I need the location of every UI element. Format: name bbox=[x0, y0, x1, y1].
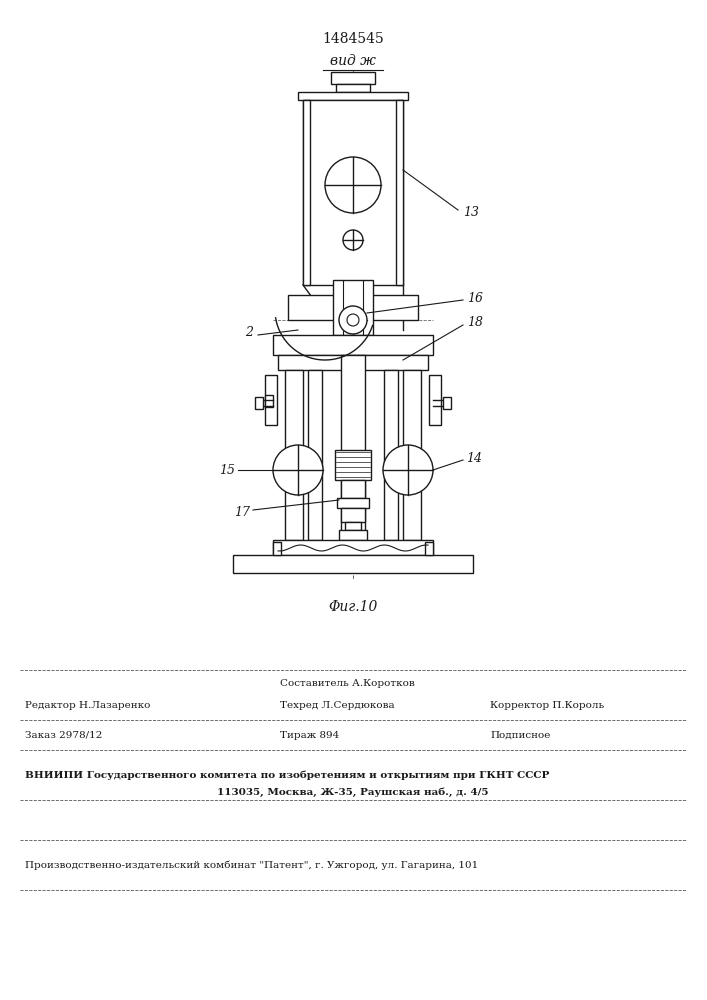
Text: Тираж 894: Тираж 894 bbox=[280, 730, 339, 740]
Text: Подписное: Подписное bbox=[490, 730, 550, 740]
Text: 17: 17 bbox=[234, 506, 250, 518]
Circle shape bbox=[383, 445, 433, 495]
Text: 1484545: 1484545 bbox=[322, 32, 384, 46]
Text: Производственно-издательский комбинат "Патент", г. Ужгород, ул. Гагарина, 101: Производственно-издательский комбинат "П… bbox=[25, 860, 478, 870]
Text: Корректор П.Король: Корректор П.Король bbox=[490, 700, 604, 710]
Bar bbox=[429, 375, 441, 425]
Bar bbox=[384, 370, 398, 540]
Bar bbox=[403, 370, 421, 540]
Bar bbox=[345, 522, 361, 530]
Bar bbox=[425, 542, 433, 555]
Text: 14: 14 bbox=[466, 452, 482, 464]
Text: вид ж: вид ж bbox=[330, 54, 376, 68]
Bar bbox=[396, 100, 403, 285]
Bar bbox=[339, 530, 367, 540]
Bar bbox=[273, 540, 433, 555]
Bar bbox=[308, 370, 322, 540]
Bar bbox=[337, 498, 369, 508]
Text: Редактор Н.Лазаренко: Редактор Н.Лазаренко bbox=[25, 700, 151, 710]
Circle shape bbox=[343, 230, 363, 250]
Bar bbox=[333, 280, 373, 335]
Bar bbox=[331, 72, 375, 84]
Text: 16: 16 bbox=[467, 292, 483, 304]
Bar bbox=[341, 480, 365, 498]
Text: 15: 15 bbox=[219, 464, 235, 477]
Bar bbox=[288, 295, 418, 320]
Circle shape bbox=[347, 314, 359, 326]
Text: Заказ 2978/12: Заказ 2978/12 bbox=[25, 730, 103, 740]
Bar bbox=[303, 100, 403, 285]
Text: Φиг.10: Φиг.10 bbox=[328, 600, 378, 614]
Bar bbox=[335, 450, 371, 480]
Text: 2: 2 bbox=[245, 326, 253, 340]
Bar bbox=[341, 355, 365, 540]
Circle shape bbox=[273, 445, 323, 495]
Circle shape bbox=[339, 306, 367, 334]
Text: Составитель А.Коротков: Составитель А.Коротков bbox=[280, 680, 415, 688]
Text: Техред Л.Сердюкова: Техред Л.Сердюкова bbox=[280, 700, 395, 710]
Text: ВНИИПИ Государственного комитета по изобретениям и открытиям при ГКНТ СССР: ВНИИПИ Государственного комитета по изоб… bbox=[25, 770, 549, 780]
Bar bbox=[265, 395, 273, 407]
Bar bbox=[298, 92, 408, 100]
Bar bbox=[233, 555, 473, 573]
Bar bbox=[303, 100, 310, 285]
Bar bbox=[255, 397, 263, 409]
Text: 13: 13 bbox=[463, 207, 479, 220]
Text: 18: 18 bbox=[467, 316, 483, 330]
Circle shape bbox=[325, 157, 381, 213]
Bar bbox=[341, 508, 365, 522]
Bar bbox=[443, 397, 451, 409]
Bar bbox=[278, 355, 428, 370]
Text: 113035, Москва, Ж-35, Раушская наб., д. 4/5: 113035, Москва, Ж-35, Раушская наб., д. … bbox=[217, 787, 489, 797]
Bar bbox=[273, 542, 281, 555]
Bar bbox=[273, 335, 433, 355]
Bar bbox=[336, 84, 370, 92]
Bar bbox=[265, 375, 277, 425]
Bar bbox=[285, 370, 303, 540]
